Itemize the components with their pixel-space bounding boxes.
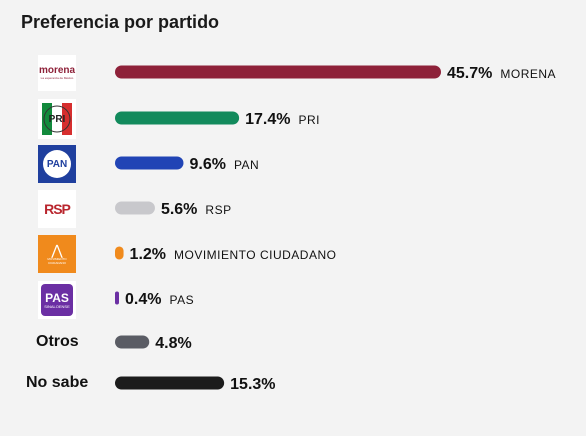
category-label-rsp: RSP (205, 203, 231, 217)
pas-emblem: PAS SINALOENSE (41, 284, 73, 316)
category-label-pri: PRI (298, 113, 320, 127)
value-label-pan: 9.6% PAN (189, 156, 259, 173)
category-label-pan: PAN (234, 158, 259, 172)
pri-logo-text: PRI (48, 113, 66, 125)
pan-logo-text: PAN (46, 158, 68, 170)
value-label-morena: 45.7% MORENA (447, 65, 556, 82)
bar-pas (115, 291, 119, 305)
pas-logo: PAS SINALOENSE (38, 281, 76, 319)
value-label-pri: 17.4% PRI (245, 111, 320, 128)
chart-title: Preferencia por partido (21, 12, 220, 32)
morena-logo-subtext: La esperanza de México (40, 76, 74, 80)
morena-logo: morena La esperanza de México (38, 55, 76, 91)
row-label-otros: Otros (36, 333, 79, 350)
bar-morena (115, 65, 441, 79)
bar-pri (115, 111, 240, 125)
value-label-pas: 0.4% PAS (125, 291, 194, 308)
pri-emblem (42, 103, 72, 135)
category-label-pas: PAS (169, 293, 194, 307)
value-label-otros: 4.8% (155, 335, 191, 352)
mc-eagle-icon: ⋀ (51, 242, 63, 258)
pas-logo-subtext: SINALOENSE (44, 303, 70, 309)
bar-pan (115, 156, 184, 170)
pan-logo: PAN (38, 145, 76, 183)
bar-movimiento-ciudadano (115, 246, 124, 260)
category-label-morena: MORENA (500, 67, 556, 81)
rsp-logo-text: RSP (44, 201, 71, 217)
pas-logo-text: PAS (45, 290, 69, 305)
category-label-movimiento-ciudadano: MOVIMIENTO CIUDADANO (174, 248, 336, 262)
bar-rsp (115, 201, 155, 215)
value-label-rsp: 5.6% RSP (161, 201, 232, 218)
value-label-movimiento-ciudadano: 1.2% MOVIMIENTO CIUDADANO (130, 246, 337, 263)
pan-emblem: PAN (43, 150, 71, 178)
morena-logo-text: morena (38, 65, 76, 76)
bar-no-sabe (115, 376, 225, 390)
row-label-no-sabe: No sabe (26, 374, 89, 391)
bar-otros (115, 335, 150, 349)
rsp-logo: RSP (38, 190, 76, 228)
mc-logo-text: MOVIMIENTO CIUDADANO (47, 257, 67, 265)
movimiento-ciudadano-logo: ⋀ MOVIMIENTO CIUDADANO (38, 235, 76, 273)
value-label-no-sabe: 15.3% (230, 376, 275, 393)
pri-logo: PRI (38, 99, 76, 139)
